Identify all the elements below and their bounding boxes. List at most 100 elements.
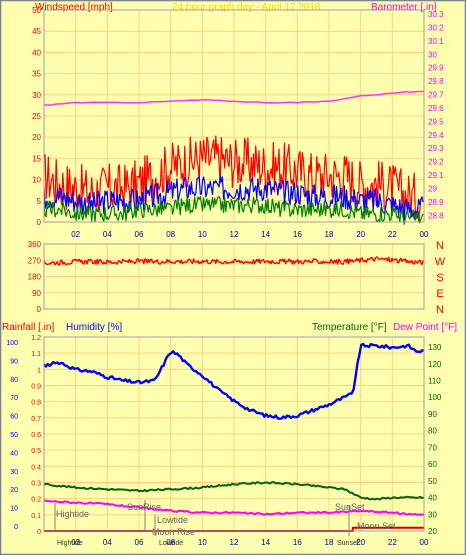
bottom-panel-frame xyxy=(43,336,425,532)
time-tick: 18 xyxy=(325,230,334,239)
temperature-tick: 90 xyxy=(428,410,437,419)
time-tick: 10 xyxy=(198,230,207,239)
astronomy-annotations: Hightide SunRise Lowtide Moon Rise SunSe… xyxy=(54,500,396,547)
time-tick: 10 xyxy=(198,538,207,547)
compass-label: S xyxy=(436,272,443,284)
rainfall-tick: 0.6 xyxy=(31,432,41,439)
humidity-axis-label: Humidity [%] xyxy=(66,322,122,333)
windspeed-tick: 0 xyxy=(37,218,42,227)
time-tick: 14 xyxy=(261,230,270,239)
temperature-axis-label: Temperature [°F] xyxy=(312,322,387,333)
rainfall-tick: 0.7 xyxy=(31,416,41,423)
top-panel-time-labels: 02 04 06 08 10 12 14 16 18 20 22 00 xyxy=(71,230,429,239)
barometer-tick: 29.3 xyxy=(428,144,444,153)
rainfall-tick: 0.5 xyxy=(31,448,41,455)
sunrise-label: SunRise xyxy=(127,502,161,512)
temperature-tick: 100 xyxy=(428,393,442,402)
time-tick: 08 xyxy=(166,538,175,547)
windspeed-tick-labels: 0 5 10 15 20 25 30 35 40 45 50 xyxy=(32,6,41,227)
direction-tick: 270 xyxy=(28,256,42,265)
wind-lull-line xyxy=(43,196,424,225)
sunset-label: SunSet xyxy=(335,502,365,512)
barometer-tick: 29 xyxy=(428,184,437,193)
time-tick: 00 xyxy=(420,230,429,239)
rainfall-tick-labels: 0 0.1 0.2 0.3 0.4 0.5 0.6 0.7 0.8 0.9 1 1.1 1.2 xyxy=(31,335,41,536)
windspeed-axis-label: Windspeed [mph] xyxy=(35,2,113,13)
barometer-tick: 30.3 xyxy=(428,10,444,19)
barometer-axis-label: Barometer [.in] xyxy=(371,2,437,13)
time-tick: 20 xyxy=(356,538,365,547)
direction-tick: 180 xyxy=(28,273,42,282)
windspeed-tick: 5 xyxy=(37,197,42,206)
time-tick: 02 xyxy=(71,230,80,239)
rainfall-tick: 0.3 xyxy=(31,481,41,488)
windspeed-tick: 20 xyxy=(32,133,41,142)
wind-gust-line xyxy=(43,135,424,223)
rainfall-tick: 0.9 xyxy=(31,384,41,391)
humidity-tick: 10 xyxy=(10,506,18,513)
time-tick: 12 xyxy=(230,538,239,547)
time-tick: 00 xyxy=(420,538,429,547)
lowtide-axis-marker: Lowtide xyxy=(159,540,183,547)
humidity-tick: 30 xyxy=(10,469,18,476)
barometer-tick: 29.8 xyxy=(428,77,444,86)
temperature-tick: 20 xyxy=(428,527,437,536)
lowtide-label: Lowtide xyxy=(157,515,188,525)
barometer-tick: 30 xyxy=(428,50,437,59)
barometer-tick: 29.4 xyxy=(428,131,444,140)
direction-series xyxy=(43,256,424,266)
humidity-tick: 70 xyxy=(10,395,18,402)
time-tick: 06 xyxy=(135,230,144,239)
direction-tick: 0 xyxy=(37,305,42,314)
windspeed-tick: 45 xyxy=(32,27,41,36)
time-tick: 08 xyxy=(166,230,175,239)
windspeed-tick: 35 xyxy=(32,70,41,79)
temperature-tick: 120 xyxy=(428,360,442,369)
compass-label: E xyxy=(436,288,443,300)
top-panel-frame xyxy=(43,9,425,223)
humidity-tick: 20 xyxy=(10,487,18,494)
rainfall-axis-label: Rainfall [.in] xyxy=(2,322,54,333)
temperature-tick: 30 xyxy=(428,510,437,519)
rainfall-tick: 0.4 xyxy=(31,464,41,471)
humidity-tick: 50 xyxy=(10,432,18,439)
windspeed-tick: 10 xyxy=(32,176,41,185)
windspeed-tick: 30 xyxy=(32,91,41,100)
compass-label: W xyxy=(435,256,446,268)
direction-tick: 360 xyxy=(28,240,42,249)
moonset-label: Moon Set xyxy=(357,521,396,531)
barometer-tick: 28.8 xyxy=(428,211,444,220)
rainfall-tick: 1 xyxy=(37,367,41,374)
wind-average-line xyxy=(43,174,424,221)
time-tick: 14 xyxy=(261,538,270,547)
rainfall-tick: 0.1 xyxy=(31,513,41,520)
time-tick: 06 xyxy=(135,538,144,547)
time-tick: 20 xyxy=(356,230,365,239)
temperature-tick-labels: 20 30 40 50 60 70 80 90 100 110 120 130 xyxy=(428,343,442,536)
barometer-tick: 30.2 xyxy=(428,23,444,32)
humidity-line xyxy=(43,342,425,420)
temperature-line xyxy=(43,481,425,501)
barometer-tick: 29.6 xyxy=(428,104,444,113)
time-tick: 04 xyxy=(103,538,112,547)
temperature-tick: 60 xyxy=(428,460,437,469)
windspeed-tick: 40 xyxy=(32,48,41,57)
barometer-tick: 28.9 xyxy=(428,198,444,207)
time-tick: 16 xyxy=(293,538,302,547)
time-tick: 04 xyxy=(103,230,112,239)
temperature-tick: 40 xyxy=(428,494,437,503)
moonrise-label: Moon Rise xyxy=(152,527,195,537)
barometer-tick-labels: 28.8 28.9 29 29.1 29.2 29.3 29.4 29.5 29.6 29.7 29… xyxy=(428,10,444,220)
windspeed-tick: 15 xyxy=(32,154,41,163)
hightide-axis-marker: Hightide xyxy=(57,540,83,547)
barometer-tick: 29.5 xyxy=(428,117,444,126)
humidity-tick: 90 xyxy=(10,358,18,365)
direction-tick-labels: 0 90 180 270 360 xyxy=(28,240,42,314)
temperature-tick: 50 xyxy=(428,477,437,486)
humidity-temperature-panel: Rainfall [.in] Humidity [%] Temperature … xyxy=(2,322,457,547)
temperature-tick: 110 xyxy=(428,376,441,385)
wind-barometer-panel: Windspeed [mph] 24 hour graph day - Apri… xyxy=(32,2,444,239)
